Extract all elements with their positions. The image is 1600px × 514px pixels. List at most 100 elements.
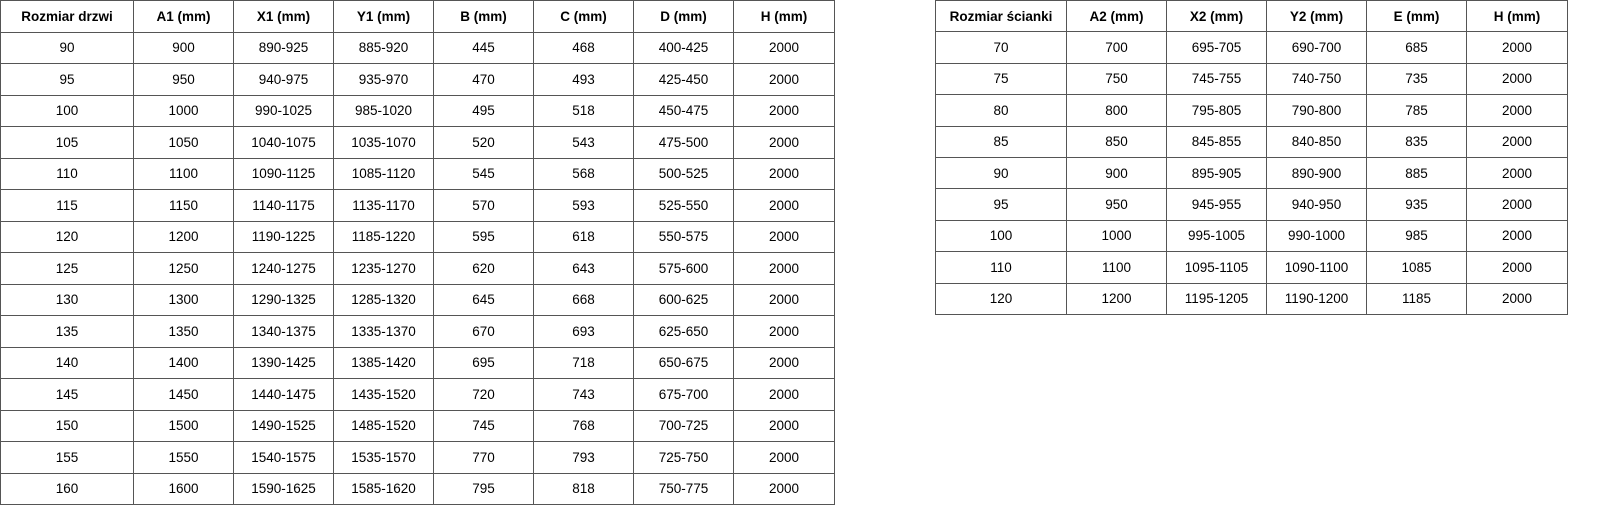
table-cell: 2000: [733, 315, 835, 348]
table-cell: 2000: [733, 157, 835, 190]
table-cell: 2000: [1466, 282, 1568, 315]
table-cell: 935-970: [333, 63, 434, 96]
table-cell: 1335-1370: [333, 315, 434, 348]
column-header: Y1 (mm): [333, 0, 434, 33]
table-cell: 1600: [133, 472, 234, 505]
table-cell: 768: [533, 409, 634, 442]
column-header: B (mm): [433, 0, 534, 33]
table-cell: 950: [133, 63, 234, 96]
table-cell: 85: [935, 125, 1067, 158]
table-row: 120 1200 1195-1205 1190-1200 1185 2000: [935, 282, 1568, 315]
column-header: A2 (mm): [1066, 0, 1167, 33]
table-cell: 895-905: [1166, 156, 1267, 190]
table-cell: 2000: [733, 378, 835, 411]
table-cell: 1090-1125: [233, 157, 334, 190]
table-cell: 450-475: [633, 94, 734, 127]
table-cell: 1050: [133, 126, 234, 159]
table-cell: 135: [0, 315, 134, 348]
table-cell: 2000: [1466, 31, 1568, 64]
table-cell: 120: [0, 220, 134, 253]
table-cell: 600-625: [633, 283, 734, 316]
table-cell: 2000: [1466, 125, 1568, 158]
table-row: 90 900 890-925 885-920 445 468 400-425 2000: [0, 31, 835, 64]
table-cell: 2000: [733, 252, 835, 285]
table-cell: 1285-1320: [333, 283, 434, 316]
table-cell: 795: [433, 472, 534, 505]
table-cell: 105: [0, 126, 134, 159]
table-cell: 793: [533, 441, 634, 474]
table-cell: 140: [0, 346, 134, 379]
table-cell: 1240-1275: [233, 252, 334, 285]
table-cell: 1200: [133, 220, 234, 253]
table-cell: 593: [533, 189, 634, 222]
table-cell: 445: [433, 31, 534, 64]
wall-size-table: Rozmiar ścianki A2 (mm) X2 (mm) Y2 (mm) E (m…: [935, 0, 1568, 315]
table-row: 140 1400 1390-1425 1385-1420 695 718 650-675 20…: [0, 346, 835, 379]
table-cell: 2000: [733, 126, 835, 159]
column-header: A1 (mm): [133, 0, 234, 33]
table-cell: 885-920: [333, 31, 434, 64]
column-header: X2 (mm): [1166, 0, 1267, 33]
table-cell: 818: [533, 472, 634, 505]
table-cell: 495: [433, 94, 534, 127]
table-cell: 643: [533, 252, 634, 285]
table-cell: 690-700: [1266, 31, 1367, 64]
table-row: 80 800 795-805 790-800 785 2000: [935, 94, 1568, 127]
table-cell: 620: [433, 252, 534, 285]
table-cell: 2000: [1466, 188, 1568, 221]
table-cell: 693: [533, 315, 634, 348]
table-cell: 400-425: [633, 31, 734, 64]
table-cell: 745-755: [1166, 62, 1267, 96]
table-cell: 890-925: [233, 31, 334, 64]
table-cell: 2000: [733, 346, 835, 379]
table-cell: 1040-1075: [233, 126, 334, 159]
table-cell: 990-1000: [1266, 219, 1367, 253]
table-cell: 995-1005: [1166, 219, 1267, 253]
table-cell: 1085-1120: [333, 157, 434, 190]
table-cell: 110: [935, 251, 1067, 284]
table-cell: 885: [1366, 156, 1467, 190]
table-cell: 2000: [733, 409, 835, 442]
table-row: 95 950 945-955 940-950 935 2000: [935, 188, 1568, 221]
table-cell: 1450: [133, 378, 234, 411]
table-row: 110 1100 1090-1125 1085-1120 545 568 500-525 20…: [0, 157, 835, 190]
table-cell: 543: [533, 126, 634, 159]
table-cell: 100: [935, 219, 1067, 253]
table-cell: 1250: [133, 252, 234, 285]
table-cell: 475-500: [633, 126, 734, 159]
table-cell: 1540-1575: [233, 441, 334, 474]
table-cell: 1095-1105: [1166, 251, 1267, 284]
table-cell: 1485-1520: [333, 409, 434, 442]
table-cell: 1390-1425: [233, 346, 334, 379]
table-cell: 2000: [733, 31, 835, 64]
table-row: 110 1100 1095-1105 1090-1100 1085 2000: [935, 251, 1568, 284]
table-cell: 2000: [1466, 251, 1568, 284]
table-cell: 935: [1366, 188, 1467, 221]
table-cell: 745: [433, 409, 534, 442]
table-row: 130 1300 1290-1325 1285-1320 645 668 600-625 20…: [0, 283, 835, 316]
table-cell: 850: [1066, 125, 1167, 158]
table-cell: 735: [1366, 62, 1467, 96]
table-cell: 718: [533, 346, 634, 379]
table-cell: 75: [935, 62, 1067, 96]
table-cell: 125: [0, 252, 134, 285]
table-cell: 725-750: [633, 441, 734, 474]
table-cell: 570: [433, 189, 534, 222]
table-row: 100 1000 990-1025 985-1020 495 518 450-475 2000: [0, 94, 835, 127]
table-row: 135 1350 1340-1375 1335-1370 670 693 625-650 20…: [0, 315, 835, 348]
table-cell: 1385-1420: [333, 346, 434, 379]
table-cell: 1090-1100: [1266, 251, 1367, 284]
table-cell: 1100: [133, 157, 234, 190]
column-header: E (mm): [1366, 0, 1467, 33]
table-row: 125 1250 1240-1275 1235-1270 620 643 575-600 20…: [0, 252, 835, 285]
table-cell: 550-575: [633, 220, 734, 253]
table-cell: 835: [1366, 125, 1467, 158]
table-cell: 160: [0, 472, 134, 505]
table-cell: 945-955: [1166, 188, 1267, 221]
table-cell: 750: [1066, 62, 1167, 96]
table-cell: 500-525: [633, 157, 734, 190]
table-cell: 2000: [733, 283, 835, 316]
table-cell: 1035-1070: [333, 126, 434, 159]
table-cell: 1290-1325: [233, 283, 334, 316]
table-cell: 795-805: [1166, 94, 1267, 127]
